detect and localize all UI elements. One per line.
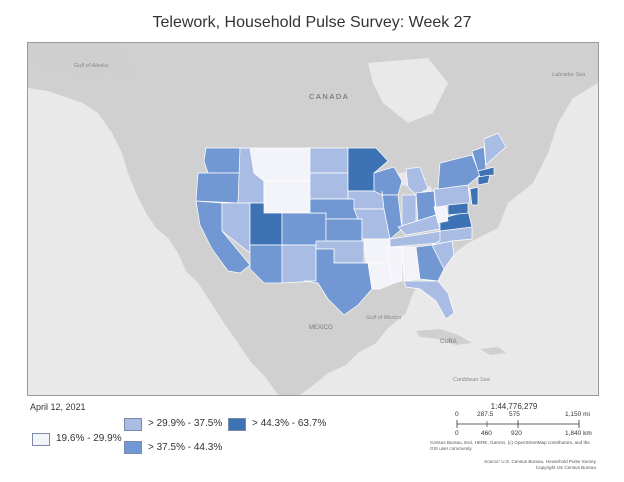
state-montana[interactable] [249,147,311,182]
state-north-dakota[interactable] [309,147,349,174]
source-line: Source: U.S. Census Bureau, Household Pu… [484,459,596,464]
scale-km-0: 0 [455,430,459,437]
greenland-land [498,43,598,73]
legend-swatch-3 [124,441,142,454]
legend-label-1: 19.6% - 29.9% [56,433,122,444]
canada-label: CANADA [309,92,349,101]
alaska-land [28,43,138,83]
map-source: Source: U.S. Census Bureau, Household Pu… [430,459,596,471]
cuba-land [416,329,472,345]
state-new-jersey[interactable] [469,186,479,206]
state-oregon[interactable] [195,172,241,204]
legend-label-4: > 44.3% - 63.7% [252,418,327,429]
scale-mi-2: 575 [509,411,520,418]
scale-mi-0: 0 [455,411,459,418]
state-maryland[interactable] [447,202,469,216]
labrador-sea-label: Labrador Sea [552,72,585,78]
scale-km-2: 920 [511,430,522,437]
scale-bar: 1:44,776,279 0 287.5 575 1,150 mi 0 460 … [455,402,595,442]
state-mississippi[interactable] [387,246,403,284]
us-states [195,132,507,320]
legend-swatch-2 [124,418,142,431]
mexico-label: MEXICO [309,325,333,331]
map-credits: Census Bureau, Esri, HERE, Garmin, (c) O… [430,440,590,451]
scale-mi-3: 1,150 mi [565,411,590,418]
legend-label-3: > 37.5% - 44.3% [148,442,223,453]
scale-km-3: 1,840 km [565,430,592,437]
gulf-mexico-label: Gulf of Mexico [366,315,401,321]
hispaniola-land [480,347,506,355]
state-kansas[interactable] [325,218,363,242]
state-new-york[interactable] [437,154,481,190]
state-colorado[interactable] [281,212,327,246]
scale-ratio: 1:44,776,279 [490,402,538,411]
scale-bar-graphic [456,420,580,428]
gulf-alaska-label: Gulf of Alaska [74,63,108,69]
map-frame[interactable]: Gulf of Alaska Labrador Sea CANADA MEXIC… [27,42,599,396]
state-louisiana[interactable] [367,262,395,290]
state-arkansas[interactable] [363,238,391,264]
caribbean-label: Caribbean Sea [453,377,490,383]
state-texas[interactable] [303,248,373,316]
state-wyoming[interactable] [263,180,311,214]
legend-swatch-1 [32,433,50,446]
state-washington[interactable] [203,147,241,174]
state-massachusetts[interactable] [477,166,495,178]
legend-swatch-4 [228,418,246,431]
choropleth-map[interactable]: Gulf of Alaska Labrador Sea CANADA MEXIC… [28,43,598,395]
legend-label-2: > 29.9% - 37.5% [148,418,223,429]
scale-km-1: 460 [481,430,492,437]
state-maine[interactable] [483,132,507,166]
state-georgia[interactable] [415,244,445,282]
cuba-label: CUBA [440,339,457,345]
map-title: Telework, Household Pulse Survey: Week 2… [152,14,472,31]
state-connecticut[interactable] [477,174,491,186]
scale-mi-1: 287.5 [477,411,494,418]
state-florida[interactable] [403,280,455,320]
state-new-mexico[interactable] [281,244,317,284]
hudson-bay [368,58,448,123]
copyright-line: Copyright US Census Bureau [535,465,596,470]
date-label: April 12, 2021 [30,402,86,412]
state-arizona[interactable] [249,244,283,284]
state-south-dakota[interactable] [309,172,349,200]
